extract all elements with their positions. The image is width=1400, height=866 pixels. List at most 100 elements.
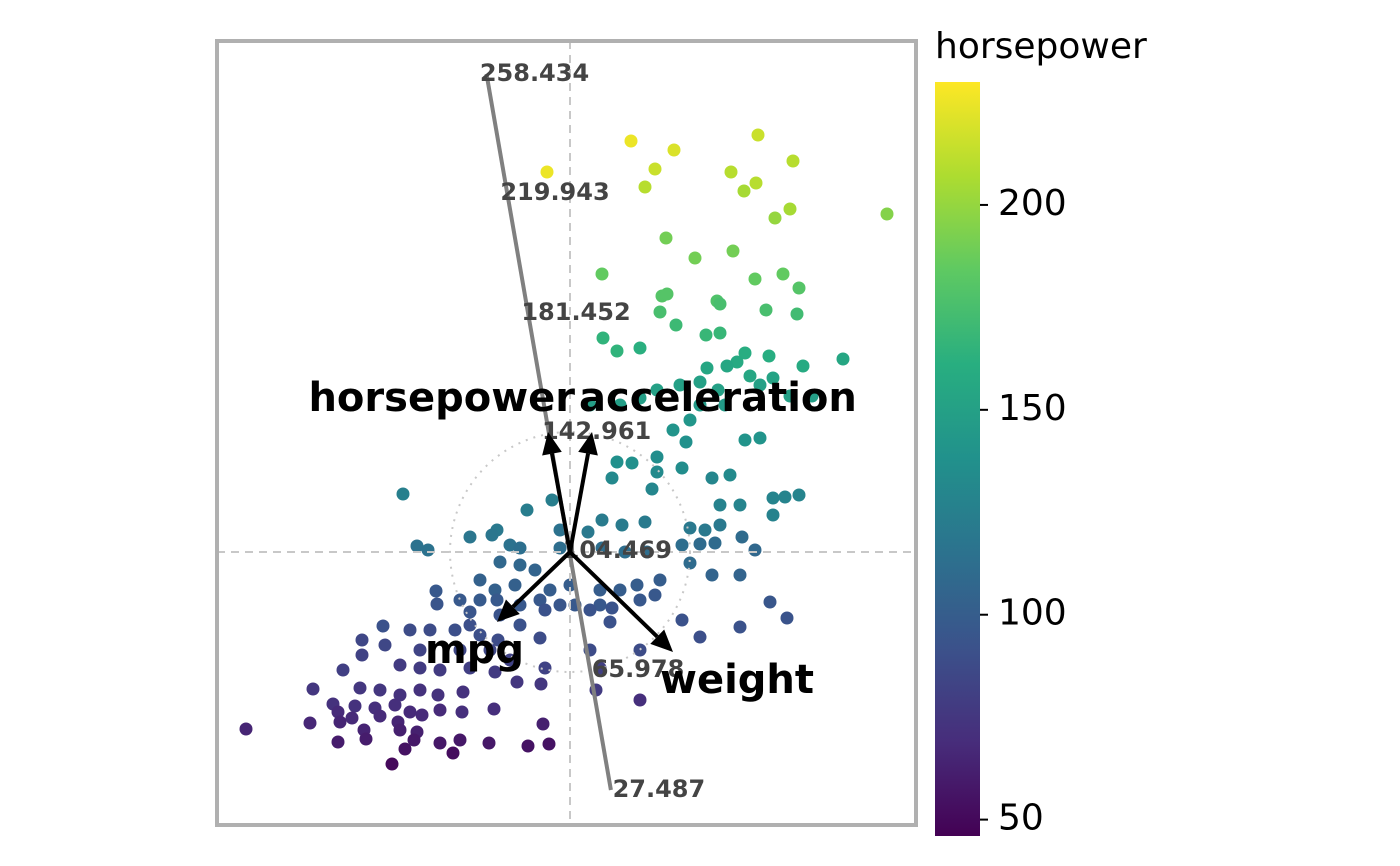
- point: [413, 683, 427, 697]
- point: [713, 518, 727, 532]
- point: [540, 165, 554, 179]
- point: [613, 583, 627, 597]
- loading-label: horsepower: [308, 375, 575, 421]
- point: [593, 661, 607, 675]
- point: [723, 468, 737, 482]
- point: [331, 705, 345, 719]
- point: [603, 615, 617, 629]
- point: [733, 498, 747, 512]
- point: [624, 134, 638, 148]
- loading-label: acceleration: [579, 375, 857, 421]
- point: [738, 433, 752, 447]
- point: [640, 545, 654, 559]
- point: [713, 326, 727, 340]
- point: [733, 620, 747, 634]
- point: [534, 677, 548, 691]
- point: [693, 537, 707, 551]
- point: [413, 643, 427, 657]
- colorbar-label: horsepower: [935, 26, 1147, 67]
- point: [513, 558, 527, 572]
- loading-arrow: [511, 550, 572, 609]
- point: [355, 633, 369, 647]
- point: [679, 435, 693, 449]
- point: [805, 389, 819, 403]
- point: [490, 593, 504, 607]
- colorbar-tick-label: 100: [998, 593, 1067, 634]
- point: [553, 598, 567, 612]
- point: [766, 508, 780, 522]
- point: [403, 623, 417, 637]
- point: [331, 735, 345, 749]
- point: [730, 355, 744, 369]
- calibrated-tick-label: 219.943: [500, 178, 609, 206]
- point: [348, 699, 362, 713]
- plot-area: [217, 41, 916, 825]
- point: [359, 732, 373, 746]
- point: [453, 643, 467, 657]
- point: [700, 361, 714, 375]
- point: [483, 643, 497, 657]
- point: [783, 202, 797, 216]
- point: [796, 359, 810, 373]
- point: [648, 162, 662, 176]
- point: [488, 583, 502, 597]
- point: [503, 653, 517, 667]
- point: [650, 450, 664, 464]
- point: [667, 143, 681, 157]
- point: [659, 231, 673, 245]
- point: [433, 703, 447, 717]
- point: [520, 503, 534, 517]
- point: [738, 346, 752, 360]
- point: [303, 716, 317, 730]
- point: [446, 746, 460, 760]
- point: [615, 518, 629, 532]
- point: [748, 272, 762, 286]
- point: [726, 244, 740, 258]
- point: [675, 613, 689, 627]
- point: [653, 305, 667, 319]
- point: [653, 573, 667, 587]
- point: [431, 688, 445, 702]
- point: [373, 683, 387, 697]
- point: [605, 601, 619, 615]
- point: [473, 593, 487, 607]
- point: [355, 648, 369, 662]
- point: [638, 180, 652, 194]
- point: [688, 251, 702, 265]
- point: [625, 456, 639, 470]
- point: [410, 539, 424, 553]
- calibrated-tick-label: 104.469: [563, 536, 672, 564]
- point: [581, 525, 595, 539]
- point: [778, 490, 792, 504]
- point: [720, 359, 734, 373]
- point: [393, 658, 407, 672]
- point: [693, 398, 707, 412]
- point: [699, 328, 713, 342]
- point: [743, 369, 757, 383]
- point: [353, 681, 367, 695]
- point: [660, 287, 674, 301]
- point: [683, 521, 697, 535]
- colorbar-tick-label: 150: [998, 388, 1067, 429]
- point: [473, 573, 487, 587]
- calibrated-tick-label: 27.487: [613, 775, 706, 803]
- point: [482, 736, 496, 750]
- point: [453, 733, 467, 747]
- point: [333, 715, 347, 729]
- point: [650, 465, 664, 479]
- point: [669, 318, 683, 332]
- point: [388, 698, 402, 712]
- point: [421, 543, 435, 557]
- point: [633, 593, 647, 607]
- point: [673, 378, 687, 392]
- point: [595, 513, 609, 527]
- point: [836, 352, 850, 366]
- point: [633, 643, 647, 657]
- loading-label: weight: [660, 657, 814, 703]
- point: [705, 568, 719, 582]
- point: [433, 663, 447, 677]
- point: [538, 603, 552, 617]
- point: [491, 633, 505, 647]
- point: [683, 556, 697, 570]
- point: [403, 705, 417, 719]
